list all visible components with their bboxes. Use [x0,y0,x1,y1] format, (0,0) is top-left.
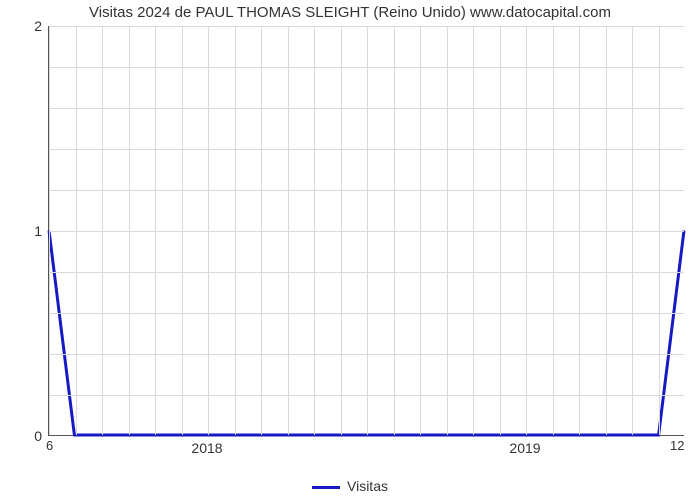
plot-area [48,26,684,436]
gridline-v-minor [606,26,607,435]
x-tick-label: 2019 [509,440,540,456]
x-corner-left-label: 6 [46,438,53,453]
gridline-v-minor [102,26,103,435]
legend: Visitas [0,478,700,494]
chart-title: Visitas 2024 de PAUL THOMAS SLEIGHT (Rei… [0,4,700,21]
gridline-v-minor [182,26,183,435]
x-corner-right-label: 12 [670,438,684,453]
legend-swatch [312,486,340,489]
gridline-v-minor [49,26,50,435]
x-tick-label: 2018 [191,440,222,456]
gridline-v-minor [129,26,130,435]
gridline-v-minor [579,26,580,435]
gridline-v-minor [155,26,156,435]
gridline-v-minor [367,26,368,435]
y-tick-label: 2 [12,18,42,34]
gridline-v-minor [314,26,315,435]
gridline-v-minor [76,26,77,435]
gridline-v-minor [235,26,236,435]
gridline-v-minor [420,26,421,435]
gridline-v-minor [394,26,395,435]
gridline-v [208,26,209,435]
y-tick-label: 0 [12,428,42,444]
legend-label: Visitas [347,478,388,494]
chart-container: Visitas 2024 de PAUL THOMAS SLEIGHT (Rei… [0,0,700,500]
gridline-v-minor [553,26,554,435]
gridline-v-minor [288,26,289,435]
gridline-v-minor [447,26,448,435]
gridline-v-minor [632,26,633,435]
gridline-v-minor [261,26,262,435]
gridline-v-minor [500,26,501,435]
y-tick-label: 1 [12,223,42,239]
gridline-v [526,26,527,435]
gridline-v-minor [341,26,342,435]
gridline-v-minor [659,26,660,435]
gridline-v-minor [473,26,474,435]
